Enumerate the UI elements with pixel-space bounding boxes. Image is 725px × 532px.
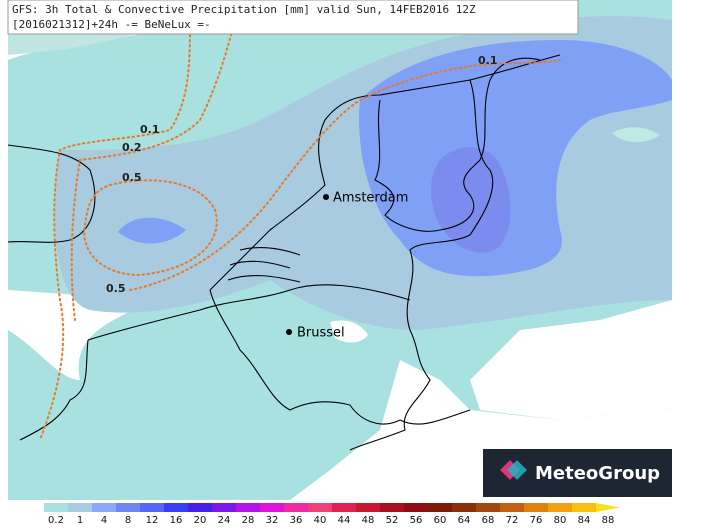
logo-icon: [507, 460, 527, 480]
header: GFS: 3h Total & Convective Precipitation…: [7, 0, 579, 35]
contour-label: 0.2: [122, 141, 142, 154]
legend-label: 40: [314, 515, 327, 526]
dry-area: [470, 300, 672, 420]
legend-label: 52: [386, 515, 399, 526]
legend-swatch: [356, 503, 380, 512]
border: [349, 79, 494, 451]
contour-line: [83, 179, 218, 277]
legend-label: 48: [362, 515, 375, 526]
contour-line: [39, 19, 191, 441]
legend-swatch: [68, 503, 92, 512]
legend-swatch: [44, 503, 68, 512]
legend-swatch: [548, 503, 572, 512]
legend-label: 12: [146, 515, 159, 526]
legend-label: 32: [266, 515, 279, 526]
legend-label: 72: [506, 515, 519, 526]
legend-label: 1: [77, 515, 83, 526]
legend-label: 36: [290, 515, 303, 526]
legend-label: 44: [338, 515, 351, 526]
contour-label: 0.5: [122, 171, 142, 184]
coastline: [374, 57, 541, 232]
legend-label: 56: [410, 515, 423, 526]
dry-area: [330, 320, 368, 343]
coastline: [227, 246, 301, 283]
precip-heaviest: [430, 147, 511, 253]
contour-label: 0.5: [106, 282, 126, 295]
logo: MeteoGroup: [483, 449, 672, 497]
legend-label: 8: [125, 515, 131, 526]
contour-label: 0.1: [140, 123, 160, 136]
legend-label: 80: [554, 515, 567, 526]
legend-label: 20: [194, 515, 207, 526]
contour-line: [129, 59, 561, 291]
contour-line: [70, 0, 241, 321]
legend-label: 24: [218, 515, 231, 526]
legend-swatch: [428, 503, 452, 512]
legend-label: 68: [482, 515, 495, 526]
legend-swatch: [212, 503, 236, 512]
legend-label: 88: [602, 515, 615, 526]
city-label: Amsterdam: [333, 191, 408, 206]
legend-swatch: [236, 503, 260, 512]
city-marker: [323, 194, 329, 200]
legend-swatch: [596, 503, 620, 512]
legend-swatch: [404, 503, 428, 512]
legend-swatch: [332, 503, 356, 512]
header-line: [2016021312]+24h -= BeNeLux =-: [12, 18, 211, 31]
legend-swatch: [92, 503, 116, 512]
legend-label: 4: [101, 515, 107, 526]
legend-swatch: [188, 503, 212, 512]
legend-label: 84: [578, 515, 591, 526]
precip-light: [612, 127, 660, 143]
legend-label: 0.2: [48, 515, 64, 526]
legend-swatch: [308, 503, 332, 512]
header-line: GFS: 3h Total & Convective Precipitation…: [12, 3, 476, 16]
legend-label: 76: [530, 515, 543, 526]
legend-swatch: [284, 503, 308, 512]
header-box: [7, 0, 579, 35]
legend-swatch: [500, 503, 524, 512]
city-marker: [286, 329, 292, 335]
precip-heavy: [118, 217, 186, 244]
legend-swatch: [524, 503, 548, 512]
logo-text: MeteoGroup: [535, 463, 660, 484]
city-label: Brussel: [297, 326, 345, 341]
dry-area: [8, 290, 150, 380]
legend-swatch: [572, 503, 596, 512]
legend-swatch: [380, 503, 404, 512]
border: [209, 289, 401, 425]
legend-swatch: [164, 503, 188, 512]
legend-swatch: [260, 503, 284, 512]
color-legend: 0.2 1 4 8 12 16 20 24 28 32 36 40 44 48 52 56 60 64 68 72 76…: [44, 503, 620, 526]
legend-label: 60: [434, 515, 447, 526]
map: Amsterdam Brussel 0.1 0.1 0.2 0.5 0.5: [7, 0, 672, 500]
contour-label: 0.1: [478, 54, 498, 67]
legend-label: 64: [458, 515, 471, 526]
legend-swatch: [116, 503, 140, 512]
legend-swatch: [452, 503, 476, 512]
legend-label: 16: [170, 515, 183, 526]
legend-swatch: [140, 503, 164, 512]
coastline: [7, 144, 96, 243]
legend-swatch: [476, 503, 500, 512]
border: [19, 339, 471, 441]
legend-label: 28: [242, 515, 255, 526]
border: [87, 284, 411, 341]
